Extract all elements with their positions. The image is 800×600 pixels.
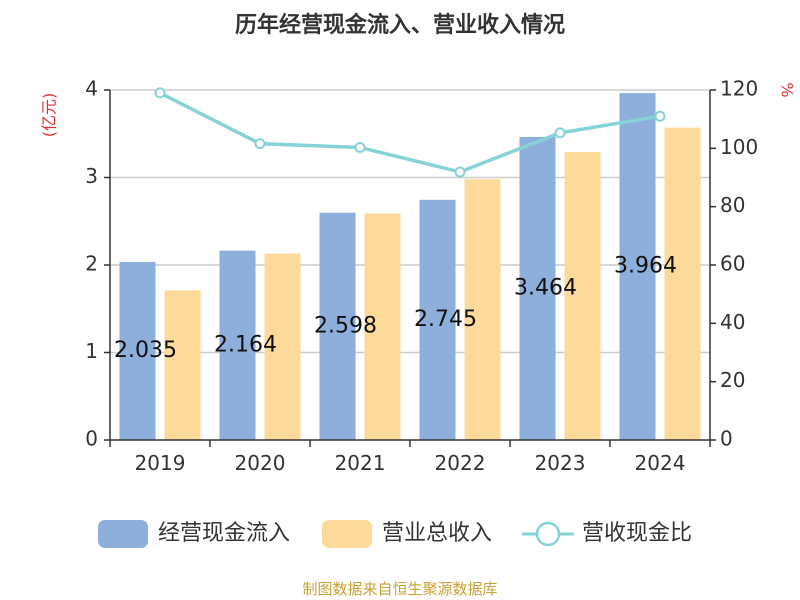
bar — [664, 127, 701, 440]
legend-swatch — [322, 520, 372, 548]
legend-marker — [535, 521, 561, 547]
line-path — [159, 91, 661, 174]
line-point — [654, 110, 666, 122]
data-label: 3.964 — [614, 254, 677, 279]
bar — [319, 212, 356, 440]
data-label: 2.745 — [414, 307, 477, 332]
line-point — [354, 141, 366, 153]
data-label: 2.035 — [114, 338, 177, 363]
bar — [264, 253, 301, 440]
y-right-tick-label: 60 — [720, 252, 745, 276]
bar — [119, 261, 156, 440]
bar — [464, 179, 501, 440]
y-left-tick-label: 1 — [85, 339, 98, 363]
legend-label: 营收现金比 — [582, 521, 692, 546]
legend-label: 营业总收入 — [382, 521, 492, 546]
x-tick-label: 2023 — [535, 451, 586, 475]
legend: 经营现金流入 营业总收入 营收现金比 — [98, 520, 692, 548]
bar — [419, 199, 456, 440]
bar — [364, 213, 401, 440]
y-right-tick-label: 80 — [720, 193, 745, 217]
line-point — [554, 127, 566, 139]
data-labels: 2.035 2.164 2.598 2.745 3.464 3.964 — [114, 254, 677, 363]
grid — [110, 89, 710, 354]
bar — [219, 250, 256, 440]
x-tick-label: 2019 — [135, 451, 186, 475]
y-right-unit: % — [778, 82, 797, 97]
bar — [564, 152, 601, 440]
y-right-tick-label: 40 — [720, 310, 745, 334]
y-right-tick-label: 0 — [720, 427, 733, 451]
line-point — [454, 166, 466, 178]
data-label: 2.164 — [214, 332, 277, 357]
data-label: 2.598 — [314, 313, 377, 338]
y-right-tick-label: 100 — [720, 135, 758, 159]
line-series — [154, 87, 666, 178]
x-tick-label: 2022 — [435, 451, 486, 475]
x-tick-label: 2020 — [235, 451, 286, 475]
line-point — [254, 138, 266, 150]
y-left-tick-label: 3 — [85, 164, 98, 188]
chart-title: 历年经营现金流入、营业收入情况 — [235, 12, 565, 38]
legend-swatch — [98, 520, 148, 548]
x-tick-label: 2021 — [335, 451, 386, 475]
y-left-tick-label: 2 — [85, 252, 98, 276]
bar — [164, 290, 201, 440]
line-point — [154, 87, 166, 99]
y-right-tick-label: 120 — [720, 77, 758, 101]
x-tick-label: 2024 — [635, 451, 686, 475]
legend-label: 经营现金流入 — [158, 521, 290, 546]
y-left-unit: (亿元) — [40, 93, 59, 138]
bar — [619, 93, 656, 441]
bar — [519, 136, 556, 440]
source-note: 制图数据来自恒生聚源数据库 — [302, 580, 497, 598]
data-label: 3.464 — [514, 275, 577, 300]
y-left-tick-label: 4 — [85, 77, 98, 101]
y-right-tick-label: 20 — [720, 368, 745, 392]
y-left-tick-label: 0 — [85, 427, 98, 451]
bars — [119, 93, 701, 441]
